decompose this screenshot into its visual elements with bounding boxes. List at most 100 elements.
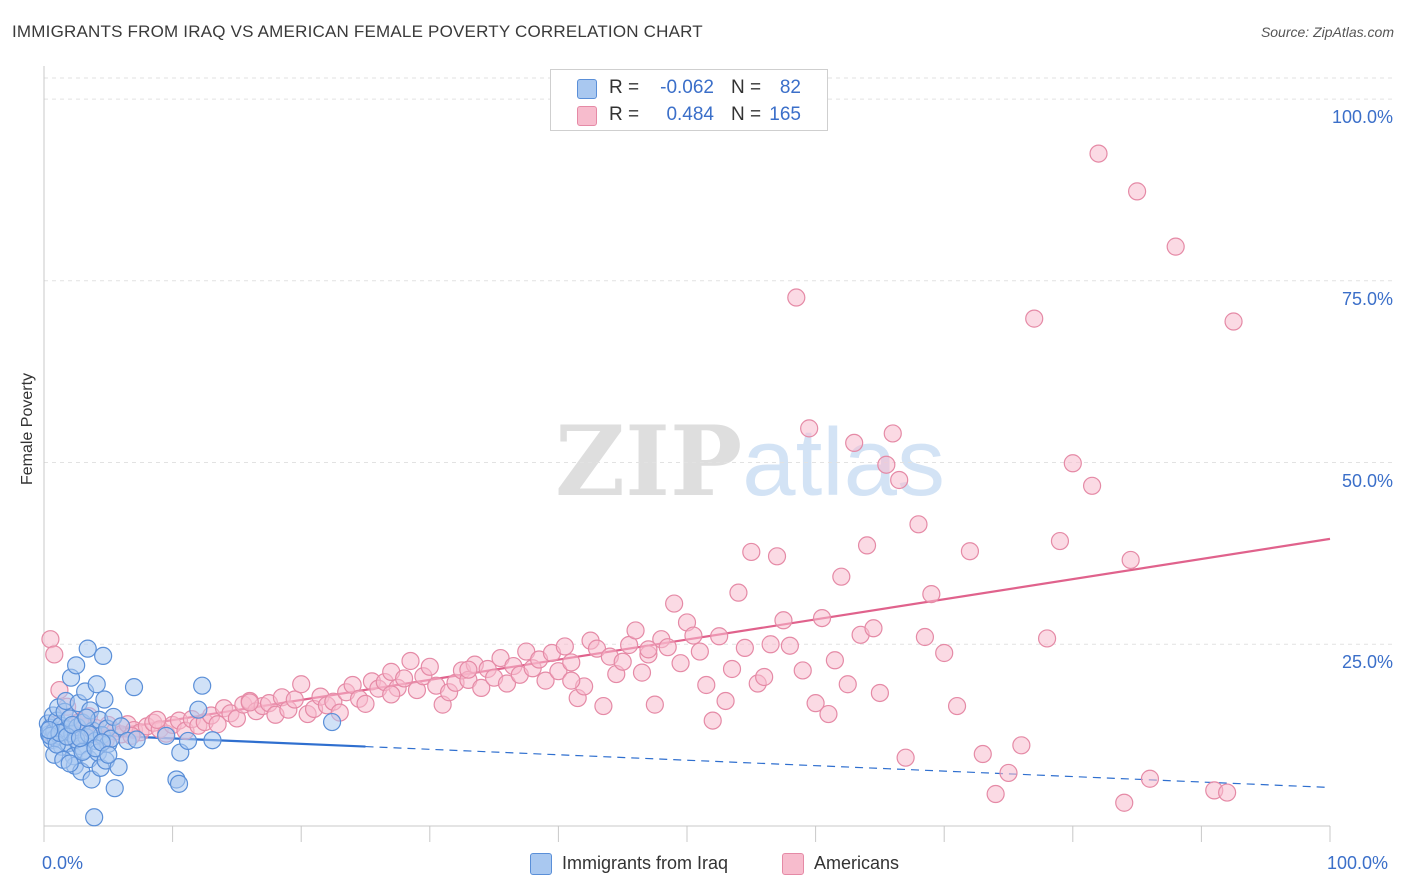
iraq-point (78, 639, 97, 658)
americans-point (1127, 182, 1147, 201)
axes (43, 66, 1331, 842)
americans-point (703, 711, 722, 730)
americans-point (684, 626, 703, 645)
r-value: 0.484 (666, 104, 714, 125)
americans-point (562, 671, 581, 690)
americans-point (710, 627, 729, 646)
americans-point (401, 651, 420, 671)
americans-point (41, 630, 60, 649)
americans-point (825, 651, 844, 670)
watermark-zip: ZIP (555, 405, 743, 518)
iraq-point (193, 676, 212, 695)
americans-point (896, 748, 915, 767)
americans-point (587, 639, 607, 658)
americans-point (645, 695, 664, 714)
iraq-point (40, 720, 59, 740)
americans-point (883, 424, 902, 443)
americans-point (459, 660, 478, 679)
stats-legend: R = -0.062 N = 82 R = 0.484 N = 165 (550, 69, 828, 131)
americans-point (793, 661, 812, 680)
americans-point (356, 694, 375, 713)
americans-point (148, 710, 167, 729)
americans-point (1063, 454, 1082, 473)
iraq-point (322, 712, 342, 732)
americans-point (909, 515, 928, 534)
iraq-point (85, 808, 104, 827)
chart-title: IMMIGRANTS FROM IRAQ VS AMERICAN FEMALE … (12, 22, 703, 41)
americans-point (632, 663, 652, 682)
americans-point (1115, 793, 1134, 812)
iraq-point (157, 726, 176, 745)
americans-point (639, 640, 658, 659)
iraq-points (38, 639, 342, 827)
americans-points (41, 144, 1243, 812)
americans-point (999, 763, 1018, 783)
legend-label: Immigrants from Iraq (562, 853, 729, 873)
iraq-point (70, 728, 90, 748)
americans-point (562, 653, 581, 672)
iraq-swatch (577, 79, 597, 99)
americans-point (780, 636, 799, 655)
americans-point (722, 659, 742, 679)
americans-point (240, 693, 259, 712)
americans-point (285, 690, 304, 709)
americans-point (45, 645, 64, 664)
americans-point (292, 675, 311, 694)
americans-point (922, 585, 941, 604)
americans-point (658, 638, 677, 657)
americans-point (665, 594, 684, 613)
americans-point (774, 611, 793, 630)
y-tick-label: 100.0% (1331, 107, 1393, 128)
n-value: 82 (779, 77, 801, 98)
americans-point (973, 744, 992, 764)
americans-point (857, 536, 877, 555)
legend-label: Americans (814, 853, 900, 873)
iraq-point (77, 708, 96, 727)
iraq-point (87, 675, 106, 694)
americans-point (1082, 476, 1102, 495)
americans-point (787, 288, 806, 307)
americans-point (767, 547, 787, 566)
americans-point (986, 784, 1005, 804)
americans-point (613, 652, 632, 671)
americans-point (1121, 550, 1140, 570)
iraq-point (203, 731, 222, 750)
iraq-point (99, 745, 118, 764)
americans-point (960, 542, 980, 561)
americans-point (491, 648, 510, 668)
americans-point (864, 619, 883, 638)
americans-point (877, 455, 896, 474)
americans-point (819, 704, 838, 724)
americans-point (382, 685, 401, 704)
americans-point (755, 667, 774, 687)
iraq-point (178, 731, 198, 751)
n-value: 165 (769, 104, 801, 125)
americans-point (735, 638, 754, 658)
stats-legend-row-iraq: R = -0.062 N = 82 (551, 74, 827, 100)
americans-point (1025, 309, 1044, 328)
americans-point (870, 683, 890, 703)
grid-lines (44, 77, 1392, 645)
americans-point (716, 691, 735, 711)
iraq-point (169, 774, 189, 793)
source-label: Source: ZipAtlas.com (1260, 24, 1394, 40)
americans-point (832, 567, 851, 586)
x-tick-label-max: 100.0% (1327, 853, 1389, 873)
americans-point (420, 657, 439, 676)
americans-point (1140, 769, 1160, 788)
r-label: R = (609, 104, 640, 125)
americans-point (1012, 736, 1031, 755)
iraq-point (109, 758, 128, 777)
americans-point (761, 635, 780, 654)
x-tick-label-min: 0.0% (42, 853, 84, 873)
iraq-legend-swatch (530, 853, 552, 875)
stats-legend-row-americans: R = 0.484 N = 165 (551, 101, 827, 127)
americans-point (800, 419, 819, 438)
americans-point (935, 643, 954, 663)
americans-point (890, 470, 909, 490)
americans-point (549, 662, 568, 681)
iraq-trend-line-dashed (365, 745, 1331, 789)
y-tick-label: 25.0% (1341, 652, 1393, 673)
americans-swatch (577, 106, 597, 126)
